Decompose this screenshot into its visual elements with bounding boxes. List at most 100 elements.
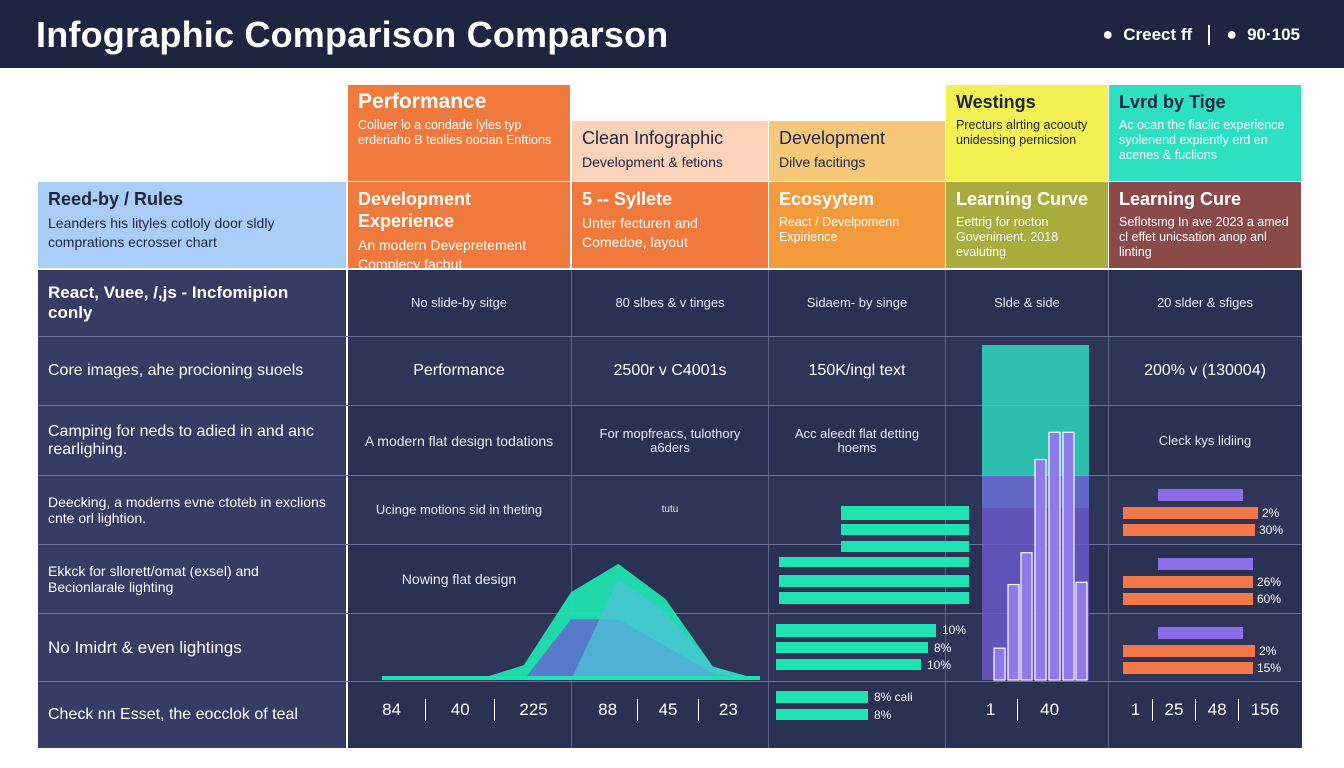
- x-tick-label: 40: [1040, 700, 1060, 719]
- cell-text: A modern flat design todations: [364, 432, 554, 449]
- x-tick-label: 1: [985, 700, 996, 719]
- header-cell-2: 5 -- Syllete Unter fecturen and Comedoe,…: [572, 182, 768, 268]
- learning-cure-purple-bar-3: [1158, 627, 1243, 639]
- ecosystem-bar-7: [776, 624, 936, 637]
- column-header-lvrd-by-tige: Lvrd by Tige Ac ocan the fiaclic experie…: [1109, 85, 1301, 181]
- row-label-6: No Imidrt & even lightings: [38, 614, 346, 681]
- column-header-performance: Performance Colluer lo a condade lyles t…: [348, 85, 570, 181]
- x-ticks-performance: 84 40 225: [370, 690, 560, 730]
- column-title: Clean Infographic: [582, 128, 724, 148]
- learning-cure-orange-bar: [1123, 524, 1255, 536]
- x-tick-label: 88: [598, 700, 618, 719]
- row-divider: [38, 681, 1302, 682]
- row-label-2: Core images, ahe procioning suoels: [38, 337, 346, 405]
- column-header-clean-infographic: Clean Infographic Development & fetions: [572, 121, 768, 181]
- column-title: Westings: [956, 92, 1036, 112]
- header-cell-subtitle: React / Develpomenn Expirience: [779, 215, 900, 244]
- learning-cure-orange-bar: [1123, 662, 1253, 674]
- header-cell-subtitle: Unter fecturen and Comedoe, layout: [582, 215, 698, 250]
- ecosystem-bar-label: 8% cali: [874, 690, 913, 704]
- column-divider: [768, 270, 769, 748]
- row-divider: [38, 405, 1302, 406]
- tick-separator: [1238, 699, 1240, 721]
- header-cell-title: Development Experience: [358, 189, 472, 231]
- learning-cure-bar-label: 15%: [1257, 661, 1281, 675]
- learning-cure-orange-bar: [1123, 576, 1253, 588]
- row-label-1: React, Vuee, /,js - Incfomipion conly: [38, 270, 346, 336]
- top-bar: Infographic Comparison Comparson ● Creec…: [0, 0, 1344, 68]
- learning-curve-bar-1: [993, 647, 1006, 681]
- column-title: Lvrd by Tige: [1119, 92, 1226, 112]
- cell-text: No slide-by sitge: [410, 295, 508, 310]
- column-subtitle: Colluer lo a condade lyles typ erderiaho…: [358, 118, 552, 147]
- row-band: [348, 270, 1302, 336]
- row-divider: [38, 544, 1302, 545]
- x-tick-label: 225: [519, 700, 548, 719]
- header-cell-subtitle: Eettrig for rocton Goveniment. 2018 eval…: [956, 215, 1059, 259]
- ecosystem-bar-8: [776, 642, 928, 653]
- cell-text: Nowing flat design: [401, 571, 517, 587]
- header-cell-4: Learning Curve Eettrig for rocton Goveni…: [946, 182, 1108, 268]
- column-subtitle: Precturs alrting acoouty unidessing pern…: [956, 118, 1088, 147]
- x-tick-label: 1: [1130, 700, 1141, 719]
- learning-curve-bar-5: [1048, 431, 1061, 681]
- row-label-4: Deecking, a moderns evne ctoteb in excli…: [38, 476, 346, 544]
- cell-text: 2500r v C4001s: [613, 362, 727, 379]
- column-title: Development: [779, 128, 886, 148]
- cell-text: 200% v (130004): [1144, 362, 1266, 379]
- tick-separator: [697, 699, 699, 721]
- column-divider: [1108, 270, 1109, 748]
- x-ticks-learning-cure: 1 25 48 156: [1125, 690, 1285, 730]
- brand-area: ● Creect ff ● 90·105: [1102, 24, 1300, 45]
- apple-icon: ●: [1102, 24, 1114, 44]
- learning-cure-purple-bar-2: [1158, 558, 1253, 570]
- ecosystem-bar-label: 8%: [934, 641, 952, 655]
- x-tick-label: 40: [450, 700, 470, 719]
- apple-icon: ●: [1226, 24, 1238, 44]
- header-row-label: Reed-by / Rules Leanders his lityles cot…: [38, 182, 346, 268]
- row-label-5: Ekkck for sllorett/omat (exsel) and Beci…: [38, 545, 346, 613]
- column-subtitle: Ac ocan the fiaclic experience syolenend…: [1119, 118, 1285, 162]
- tick-separator: [1017, 699, 1019, 721]
- brand-separator: [1208, 24, 1211, 45]
- learning-cure-bar-label: 30%: [1259, 523, 1283, 537]
- cell-text: 150K/ingl text: [808, 362, 906, 379]
- ecosystem-bar-9: [776, 659, 921, 670]
- x-tick-label: 48: [1207, 700, 1227, 719]
- header-cell-title: Learning Cure: [1119, 189, 1242, 209]
- cell-text: Acc aleedt flat detting hoems: [794, 425, 920, 455]
- cell-text: For mopfreacs, tulothory a6ders: [599, 425, 741, 455]
- cell-text: Sidaem- by singe: [806, 295, 908, 310]
- learning-cure-purple-bar-1: [1158, 489, 1243, 501]
- ecosystem-bar-label: 10%: [942, 623, 966, 637]
- ecosystem-bar-2: [841, 524, 969, 535]
- header-cell-subtitle: An modern Devepretement Complecy facbut: [358, 237, 527, 268]
- header-cell-3: Ecosyytem React / Develpomenn Expirience: [769, 182, 945, 268]
- learning-cure-orange-bar: [1123, 507, 1258, 519]
- learning-curve-bar-7: [1075, 581, 1088, 681]
- x-tick-label: 45: [658, 700, 678, 719]
- x-ticks-learning-curve: 1 40: [975, 690, 1070, 730]
- x-tick-label: 156: [1250, 700, 1280, 719]
- row-label-3: Camping for neds to adied in and anc rea…: [38, 406, 346, 475]
- column-subtitle: Dilve facitings: [779, 154, 866, 170]
- column-divider: [571, 270, 572, 748]
- header-cell-5: Learning Cure Seflotsmg In ave 2023 a am…: [1109, 182, 1301, 268]
- cell-text: Ucinge motions sid in theting: [375, 502, 543, 517]
- page-title: Infographic Comparison Comparson: [36, 14, 669, 55]
- learning-cure-orange-bar: [1123, 593, 1253, 605]
- learning-curve-bar-6: [1062, 431, 1075, 681]
- ecosystem-bar-1: [841, 506, 969, 520]
- ecosystem-bar-4: [779, 557, 969, 567]
- ecosystem-bar-3: [841, 541, 969, 552]
- header-row-subtitle: Leanders his lityles cotloly door sldly …: [48, 215, 275, 250]
- row-label-7: Check nn Esset, the eocclok of teal: [38, 682, 346, 748]
- tick-separator: [425, 699, 427, 721]
- header-cell-1: Development Experience An modern Devepre…: [348, 182, 570, 268]
- learning-cure-bar-label: 60%: [1257, 592, 1281, 606]
- column-subtitle: Development & fetions: [582, 154, 723, 170]
- column-title: Performance: [358, 90, 487, 113]
- cell-text: tutu: [661, 504, 679, 515]
- tick-separator: [494, 699, 496, 721]
